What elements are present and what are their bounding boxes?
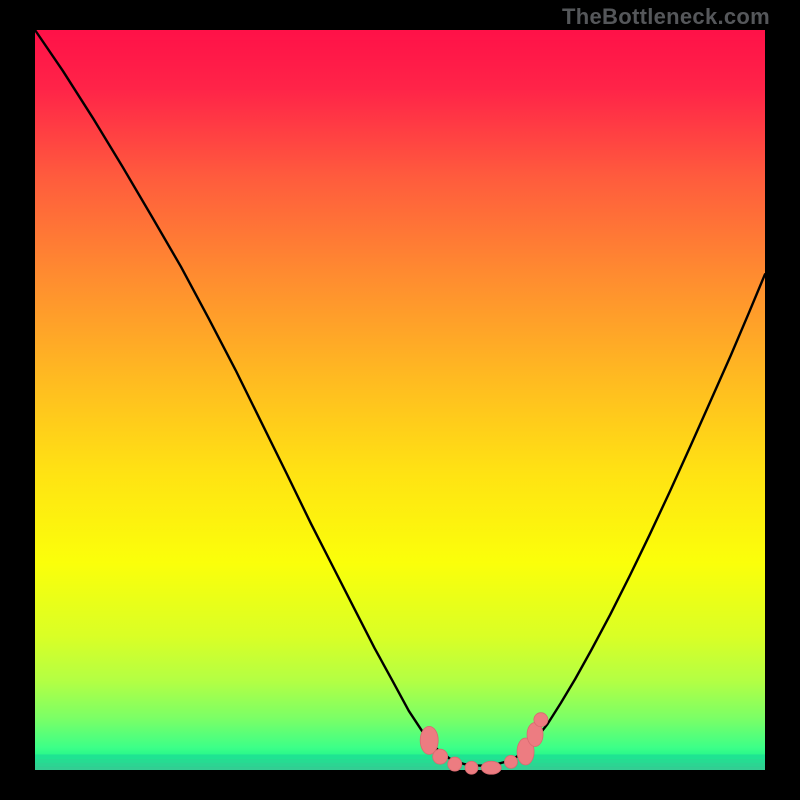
curve-marker xyxy=(504,755,517,768)
curve-marker xyxy=(420,726,438,754)
curve-marker xyxy=(481,761,501,774)
bottom-accent-strips xyxy=(35,754,765,770)
chart-stage: TheBottleneck.com xyxy=(0,0,800,800)
curve-marker xyxy=(465,761,478,774)
curve-marker xyxy=(433,749,448,764)
watermark-text: TheBottleneck.com xyxy=(562,4,770,30)
curve-marker xyxy=(534,713,548,727)
curve-marker xyxy=(448,757,462,771)
bottleneck-curve-svg xyxy=(35,30,765,770)
plot-area xyxy=(35,30,765,770)
gradient-background xyxy=(35,30,765,770)
